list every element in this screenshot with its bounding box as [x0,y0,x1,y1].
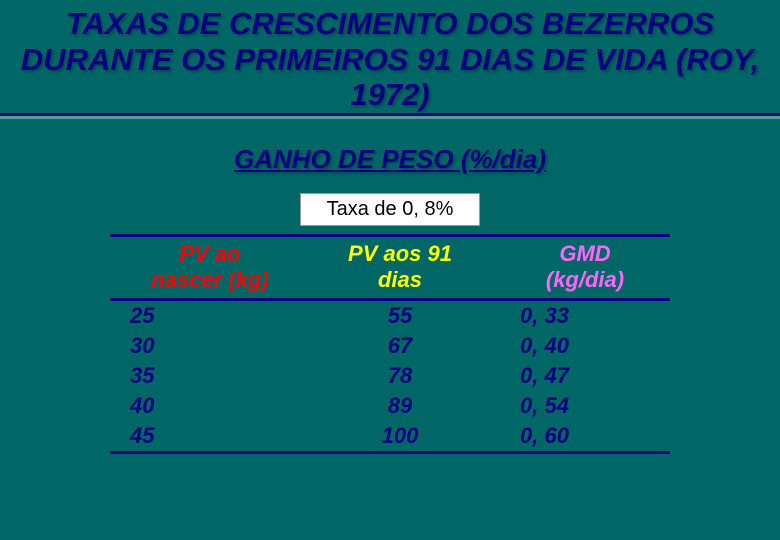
table-header-cell: PV ao nascer (kg) [110,241,310,294]
cell: 55 [310,303,490,329]
cell: 78 [310,363,490,389]
table-body: 25 55 0, 33 30 67 0, 40 35 78 0, 47 40 8… [110,301,670,454]
cell: 0, 33 [490,303,670,329]
table-row: 40 89 0, 54 [110,391,670,421]
cell: 0, 47 [490,363,670,389]
table-row: 30 67 0, 40 [110,331,670,361]
cell: 30 [110,333,310,359]
slide-subtitle: GANHO DE PESO (%/dia) [0,144,780,175]
cell: 0, 54 [490,393,670,419]
rate-box-container: Taxa de 0, 8% [0,193,780,226]
cell: 0, 40 [490,333,670,359]
cell: 40 [110,393,310,419]
table-row: 25 55 0, 33 [110,301,670,331]
table-header-cell: GMD (kg/dia) [490,241,670,294]
header-text: GMD [559,241,610,266]
cell: 35 [110,363,310,389]
header-text: nascer (kg) [151,267,268,292]
header-text: PV ao [179,241,240,266]
table-header-cell: PV aos 91 dias [310,241,490,294]
slide-title: TAXAS DE CRESCIMENTO DOS BEZERROS DURANT… [0,0,780,116]
table-row: 45 100 0, 60 [110,421,670,451]
cell: 100 [310,423,490,449]
header-text: (kg/dia) [546,267,624,292]
cell: 0, 60 [490,423,670,449]
table-header-row: PV ao nascer (kg) PV aos 91 dias GMD (kg… [110,234,670,301]
data-table: PV ao nascer (kg) PV aos 91 dias GMD (kg… [110,234,670,454]
rate-label: Taxa de 0, 8% [300,193,481,226]
cell: 25 [110,303,310,329]
cell: 45 [110,423,310,449]
header-text: dias [378,267,422,292]
cell: 89 [310,393,490,419]
header-text: PV aos 91 [348,241,452,266]
table-row: 35 78 0, 47 [110,361,670,391]
cell: 67 [310,333,490,359]
